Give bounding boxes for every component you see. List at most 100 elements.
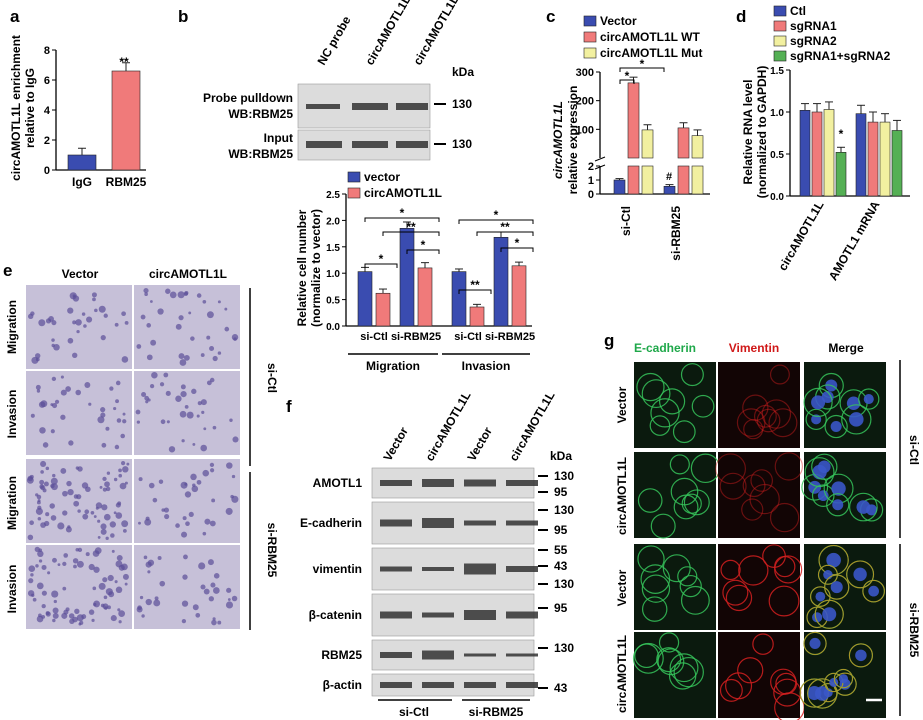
g-overlay-2 — [846, 560, 875, 589]
e-cell-1-0 — [101, 442, 107, 448]
e-cell-3-0 — [38, 559, 43, 563]
e-cell-2-1 — [164, 513, 170, 520]
e-cell-1-0 — [116, 418, 122, 423]
g-cell-3-1 — [752, 633, 774, 655]
e-cell-0-0 — [92, 297, 96, 302]
g-cell-2-0 — [679, 574, 702, 598]
b-annotation-1: * — [400, 206, 405, 220]
e-cell-2-0 — [45, 466, 50, 471]
e-cell-1-1 — [201, 410, 205, 414]
g-cell-1-2 — [826, 493, 850, 517]
f-protein-label-4: RBM25 — [321, 648, 362, 662]
e-image-2-1 — [134, 459, 240, 543]
f-band-3-0 — [380, 611, 412, 619]
e-cell-3-1 — [213, 587, 220, 594]
e-cell-0-1 — [179, 359, 187, 366]
e-cell-3-0 — [116, 554, 123, 561]
e-cell-1-1 — [168, 446, 176, 453]
e-cell-0-1 — [136, 344, 142, 349]
e-cell-2-0 — [43, 481, 49, 487]
e-cell-0-0 — [35, 357, 40, 362]
e-cell-0-1 — [178, 353, 185, 360]
g-nucleus-0 — [821, 390, 834, 403]
f-band-3-1 — [422, 612, 454, 618]
e-cell-0-1 — [177, 291, 185, 299]
g-cell-1-1 — [715, 453, 747, 485]
e-cell-3-0 — [79, 620, 84, 625]
a-xlabel-0: IgG — [72, 175, 92, 189]
b-bar-0-1 — [375, 292, 391, 327]
panel-d-ylabel-2: (normalized to GAPDH) — [755, 66, 769, 199]
e-cell-2-0 — [50, 477, 58, 485]
e-cell-3-1 — [217, 620, 222, 625]
c-annotation-2: # — [666, 171, 672, 183]
f-kda: kDa — [550, 449, 572, 463]
f-band-5-1 — [422, 682, 454, 688]
e-cell-1-1 — [165, 390, 171, 396]
e-cell-2-1 — [148, 482, 155, 489]
f-marker-9: 43 — [554, 681, 568, 695]
g-nucleus-2 — [853, 567, 867, 582]
g-cell-0-0 — [649, 415, 671, 436]
g-nucleus-0 — [849, 412, 864, 427]
e-cell-0-0 — [121, 356, 129, 363]
e-cell-2-0 — [124, 481, 128, 485]
g-nucleus-2 — [826, 552, 841, 568]
e-cell-0-1 — [212, 355, 218, 362]
e-cell-3-1 — [231, 595, 238, 602]
g-cell-3-0 — [673, 656, 704, 688]
e-cell-3-0 — [45, 611, 51, 617]
f-band-3-3 — [506, 611, 538, 619]
e-cell-0-1 — [183, 291, 189, 297]
e-cell-3-1 — [183, 554, 188, 560]
e-cell-2-0 — [118, 473, 123, 478]
e-cell-3-0 — [41, 590, 47, 596]
e-cell-2-0 — [26, 476, 34, 484]
e-cell-3-0 — [52, 557, 57, 563]
f-band-1-0 — [380, 519, 412, 527]
g-nucleus-2 — [868, 585, 880, 597]
g-cell-2-0 — [637, 545, 665, 573]
e-cell-2-0 — [104, 481, 110, 488]
g-cell-2-1 — [725, 584, 753, 612]
g-cell-1-1 — [741, 498, 764, 521]
e-cell-0-0 — [121, 311, 126, 317]
g-cell-3-0 — [658, 632, 680, 653]
e-cell-3-0 — [28, 565, 36, 572]
c-xlabel-0: si-Ctl — [619, 206, 633, 236]
e-cell-1-0 — [100, 412, 106, 418]
e-cell-1-1 — [229, 418, 233, 422]
d-ytick-label-1: 0.5 — [770, 150, 784, 161]
g-nucleus-1 — [832, 499, 844, 511]
panel-c-chart: 100 200 300 0 1 2 Vector circAMOTL1L WT circAMOT… — [576, 14, 710, 261]
e-cell-3-0 — [122, 573, 129, 580]
e-cell-2-1 — [209, 462, 215, 468]
c-bar-1-1-lower — [677, 165, 690, 195]
e-cell-2-1 — [231, 474, 236, 479]
e-cell-2-0 — [82, 513, 89, 520]
b-bar-2-1 — [469, 306, 485, 327]
e-cell-3-0 — [77, 547, 83, 553]
panel-a-ylabel-1: circAMOTL1L enrichment — [9, 35, 23, 181]
e-cell-2-0 — [97, 535, 101, 539]
g-cell-3-0 — [634, 643, 659, 669]
e-cell-0-0 — [67, 307, 74, 314]
e-cell-2-0 — [103, 513, 111, 521]
g-row-label-3: Vector — [615, 569, 629, 606]
e-cell-3-0 — [35, 564, 39, 568]
e-cell-1-0 — [75, 389, 82, 396]
e-cell-2-0 — [66, 480, 72, 487]
e-cell-2-1 — [138, 521, 141, 525]
e-cell-0-1 — [165, 288, 171, 294]
g-cell-0-0 — [672, 420, 696, 444]
e-cell-0-1 — [144, 292, 148, 297]
d-xlabel-0: circAMOTL1L — [775, 199, 826, 274]
g-row-label-1: Vector — [615, 386, 629, 423]
f-marker-1: 95 — [554, 485, 568, 499]
c-legend-label-1: circAMOTL1L WT — [600, 30, 700, 44]
e-row-label-2: Invasion — [5, 390, 19, 439]
g-cell-2-0 — [641, 574, 671, 603]
e-cell-3-0 — [104, 606, 108, 610]
e-cell-2-1 — [209, 520, 216, 527]
e-cell-2-0 — [105, 536, 109, 540]
